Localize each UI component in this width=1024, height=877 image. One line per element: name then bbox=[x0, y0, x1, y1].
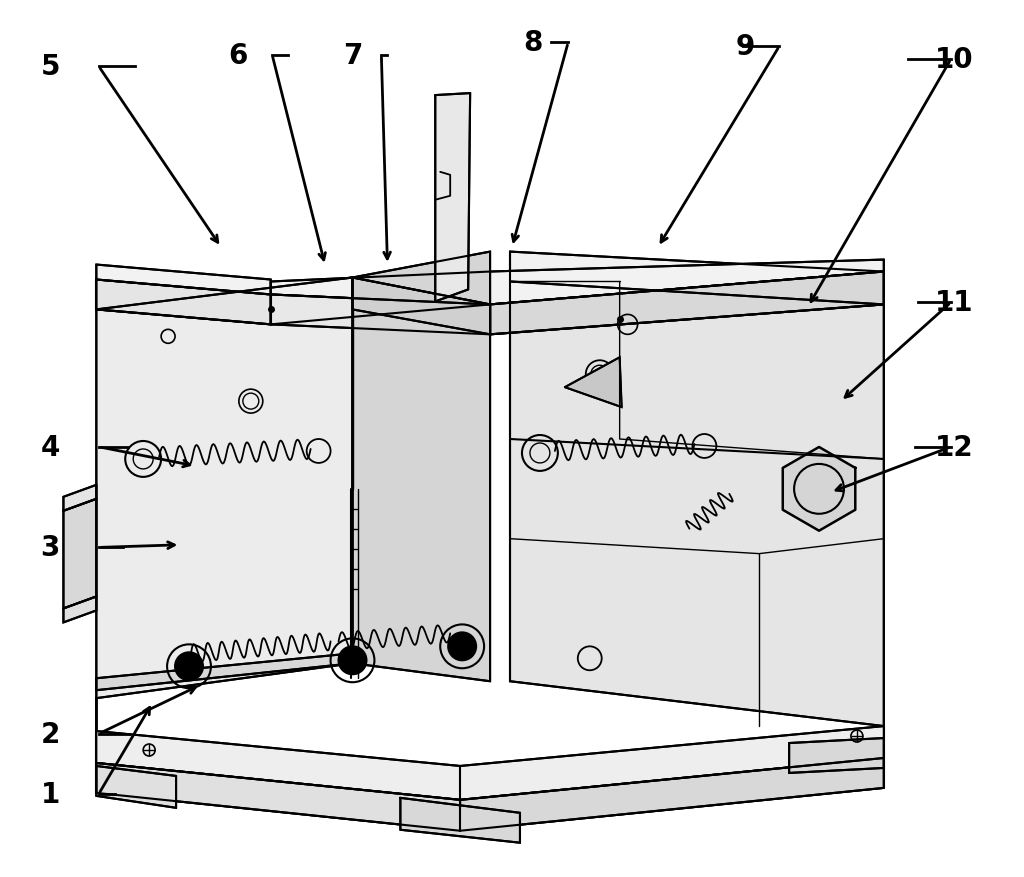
Polygon shape bbox=[490, 272, 884, 335]
Polygon shape bbox=[790, 738, 884, 773]
Polygon shape bbox=[565, 358, 622, 408]
Text: 3: 3 bbox=[40, 534, 59, 562]
Text: 9: 9 bbox=[735, 32, 755, 61]
Polygon shape bbox=[96, 766, 176, 808]
Polygon shape bbox=[96, 726, 884, 800]
Polygon shape bbox=[490, 272, 884, 335]
Text: 2: 2 bbox=[40, 720, 59, 748]
Polygon shape bbox=[782, 447, 855, 531]
Text: 11: 11 bbox=[935, 289, 974, 317]
Polygon shape bbox=[510, 253, 884, 305]
Polygon shape bbox=[352, 253, 490, 681]
Circle shape bbox=[449, 632, 476, 660]
Text: 5: 5 bbox=[40, 53, 60, 81]
Polygon shape bbox=[435, 94, 470, 302]
Text: 1: 1 bbox=[40, 781, 59, 809]
Text: 10: 10 bbox=[935, 46, 974, 74]
Polygon shape bbox=[63, 485, 96, 511]
Circle shape bbox=[339, 646, 367, 674]
Text: 6: 6 bbox=[228, 41, 248, 69]
Polygon shape bbox=[96, 758, 884, 831]
Polygon shape bbox=[460, 758, 884, 831]
Polygon shape bbox=[96, 278, 490, 325]
Polygon shape bbox=[96, 278, 352, 731]
Polygon shape bbox=[63, 597, 96, 623]
Polygon shape bbox=[400, 798, 520, 843]
Text: 12: 12 bbox=[935, 433, 974, 461]
Polygon shape bbox=[96, 653, 352, 690]
Polygon shape bbox=[63, 499, 96, 609]
Circle shape bbox=[175, 652, 203, 681]
Text: 7: 7 bbox=[344, 41, 362, 69]
Polygon shape bbox=[96, 280, 270, 325]
Text: 8: 8 bbox=[523, 29, 543, 57]
Polygon shape bbox=[270, 296, 490, 335]
Polygon shape bbox=[270, 260, 884, 305]
Polygon shape bbox=[510, 282, 884, 726]
Polygon shape bbox=[352, 278, 490, 335]
Polygon shape bbox=[96, 265, 270, 296]
Polygon shape bbox=[96, 763, 460, 831]
Text: 4: 4 bbox=[40, 433, 59, 461]
